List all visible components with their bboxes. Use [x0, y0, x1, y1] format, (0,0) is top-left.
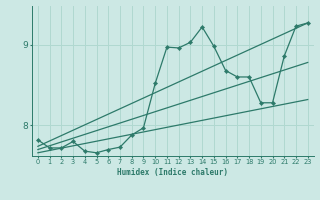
X-axis label: Humidex (Indice chaleur): Humidex (Indice chaleur) [117, 168, 228, 177]
